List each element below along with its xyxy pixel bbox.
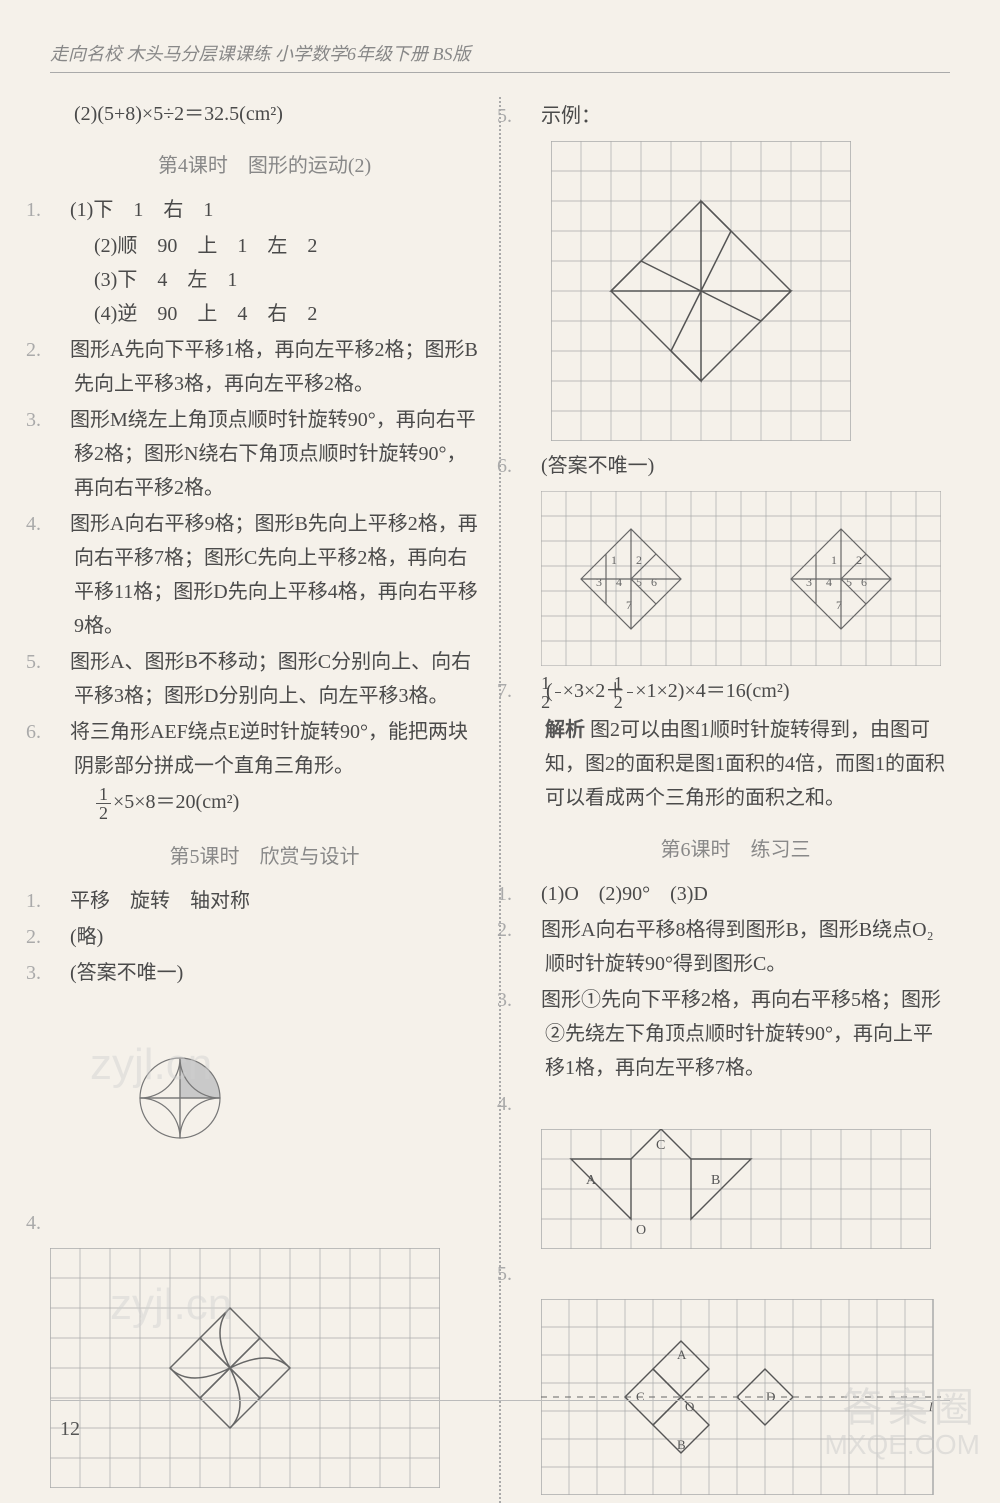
s6q2: 2.图形A向右平移8格得到图形B，图形B绕点O₂顺时针旋转90°得到图形C。 bbox=[521, 913, 950, 981]
s6q5: 5. bbox=[521, 1257, 950, 1291]
s6q4: 4. bbox=[521, 1087, 950, 1121]
svg-text:3: 3 bbox=[596, 575, 602, 589]
lbl-B: B bbox=[711, 1173, 720, 1188]
svg-text:7: 7 bbox=[626, 598, 632, 612]
s5q3-text: (答案不唯一) bbox=[70, 962, 183, 984]
rq7-explain: 解析 图2可以由图1顺时针旋转得到，由图可知，图2的面积是图1面积的4倍，而图1… bbox=[521, 713, 950, 815]
svg-text:O: O bbox=[685, 1399, 694, 1414]
explain-label: 解析 bbox=[545, 719, 585, 741]
q3: 3.图形M绕左上角顶点顺时针旋转90°，再向右平移2格；图形N绕右下角顶点顺时针… bbox=[50, 403, 479, 505]
svg-text:C: C bbox=[636, 1389, 645, 1404]
s5q3: 3.(答案不唯一) bbox=[50, 956, 479, 990]
svg-text:1: 1 bbox=[611, 553, 617, 567]
svg-text:2: 2 bbox=[856, 553, 862, 567]
explain-text: 图2可以由图1顺时针旋转得到，由图可知，图2的面积是图1面积的4倍，而图1的面积… bbox=[545, 719, 945, 809]
s5q4: 4. bbox=[50, 1206, 479, 1240]
svg-text:7: 7 bbox=[836, 598, 842, 612]
s5q2-text: (略) bbox=[70, 926, 103, 948]
lbl-O: O bbox=[636, 1223, 646, 1238]
s6q1-text: (1)O (2)90° (3)D bbox=[541, 883, 708, 905]
rq6-label: (答案不唯一) bbox=[541, 455, 654, 477]
sec6-title: 第6课时 练习三 bbox=[521, 833, 950, 867]
q1c: (3)下 4 左 1 bbox=[50, 263, 479, 297]
svg-text:2: 2 bbox=[636, 553, 642, 567]
fig-rq5 bbox=[551, 141, 851, 441]
fig-s6q4: A B C O bbox=[541, 1129, 931, 1249]
svg-text:D: D bbox=[766, 1389, 775, 1404]
s6q2-text: 图形A向右平移8格得到图形B，图形B绕点O₂顺时针旋转90°得到图形C。 bbox=[541, 919, 934, 975]
q1: 1.(1)下 1 右 1 bbox=[50, 193, 479, 227]
s5q2: 2.(略) bbox=[50, 920, 479, 954]
q2: 2.图形A先向下平移1格，再向左平移2格；图形B先向上平移3格，再向左平移2格。 bbox=[50, 333, 479, 401]
svg-text:4: 4 bbox=[616, 575, 622, 589]
q5: 5.图形A、图形B不移动；图形C分别向上、向右平移3格；图形D分别向上、向左平移… bbox=[50, 645, 479, 713]
lbl-C: C bbox=[656, 1138, 665, 1153]
q6-text: 将三角形AEF绕点E逆时针旋转90°，能把两块阴影部分拼成一个直角三角形。 bbox=[70, 721, 468, 777]
rq5-label: 示例： bbox=[541, 105, 601, 127]
left-column: (2)(5+8)×5÷2＝32.5(cm²) 第4课时 图形的运动(2) 1.(… bbox=[50, 97, 479, 1503]
sec4-title: 第4课时 图形的运动(2) bbox=[50, 149, 479, 183]
wm-l2: MXQE.COM bbox=[824, 1430, 980, 1461]
s5q1-text: 平移 旋转 轴对称 bbox=[70, 890, 250, 912]
q1d: (4)逆 90 上 4 右 2 bbox=[50, 297, 479, 331]
lbl-A: A bbox=[586, 1173, 597, 1188]
q6-eq-tail: ×5×8＝20(cm²) bbox=[113, 791, 239, 813]
sec5-title: 第5课时 欣赏与设计 bbox=[50, 840, 479, 874]
fig-s5q3 bbox=[80, 998, 280, 1198]
rq5: 5.示例： bbox=[521, 99, 950, 133]
svg-text:6: 6 bbox=[651, 575, 657, 589]
svg-text:1: 1 bbox=[831, 553, 837, 567]
column-divider bbox=[499, 97, 501, 1503]
q2-text: 图形A先向下平移1格，再向左平移2格；图形B先向上平移3格，再向左平移2格。 bbox=[70, 339, 478, 395]
rq7-eq2: ×1×2)×4＝16(cm²) bbox=[635, 680, 789, 702]
svg-text:3: 3 bbox=[806, 575, 812, 589]
wm-l1: 答案圈 bbox=[824, 1386, 980, 1430]
q1a: (1)下 1 右 1 bbox=[70, 199, 213, 221]
s6q3-text: 图形①先向下平移2格，再向右平移5格；图形②先绕左下角顶点顺时针旋转90°，再向… bbox=[541, 989, 941, 1079]
s5q1: 1.平移 旋转 轴对称 bbox=[50, 884, 479, 918]
rq6: 6.(答案不唯一) bbox=[521, 449, 950, 483]
svg-text:B: B bbox=[677, 1437, 686, 1452]
line-top: (2)(5+8)×5÷2＝32.5(cm²) bbox=[50, 97, 479, 131]
q6: 6.将三角形AEF绕点E逆时针旋转90°，能把两块阴影部分拼成一个直角三角形。 bbox=[50, 715, 479, 783]
s6q3: 3.图形①先向下平移2格，再向右平移5格；图形②先绕左下角顶点顺时针旋转90°，… bbox=[521, 983, 950, 1085]
right-column: 5.示例： 6.(答案不唯一) bbox=[521, 97, 950, 1503]
q5-text: 图形A、图形B不移动；图形C分别向上、向右平移3格；图形D分别向上、向左平移3格… bbox=[70, 651, 471, 707]
q4: 4.图形A向右平移9格；图形B先向上平移2格，再向右平移7格；图形C先向上平移2… bbox=[50, 507, 479, 643]
svg-text:6: 6 bbox=[861, 575, 867, 589]
fig-rq6: 12 3456 7 12 3456 7 bbox=[541, 491, 941, 666]
page-number: 12 bbox=[60, 1418, 80, 1441]
watermark-bottom-right: 答案圈 MXQE.COM bbox=[824, 1386, 980, 1461]
book-header: 走向名校 木头马分层课课练 小学数学6年级下册 BS版 bbox=[50, 40, 950, 73]
svg-text:4: 4 bbox=[826, 575, 832, 589]
svg-text:5: 5 bbox=[846, 575, 852, 589]
fig-s5q4 bbox=[50, 1248, 440, 1488]
footer-rule bbox=[50, 1400, 950, 1401]
svg-text:5: 5 bbox=[636, 575, 642, 589]
rq7: 7. (12×3×2＋12×1×2)×4＝16(cm²) bbox=[521, 674, 950, 711]
q6-eq: 12×5×8＝20(cm²) bbox=[50, 785, 479, 822]
q1b: (2)顺 90 上 1 左 2 bbox=[50, 229, 479, 263]
svg-text:A: A bbox=[677, 1347, 687, 1362]
s6q1: 1.(1)O (2)90° (3)D bbox=[521, 877, 950, 911]
q3-text: 图形M绕左上角顶点顺时针旋转90°，再向右平移2格；图形N绕右下角顶点顺时针旋转… bbox=[70, 409, 476, 499]
q4-text: 图形A向右平移9格；图形B先向上平移2格，再向右平移7格；图形C先向上平移2格，… bbox=[70, 513, 478, 637]
